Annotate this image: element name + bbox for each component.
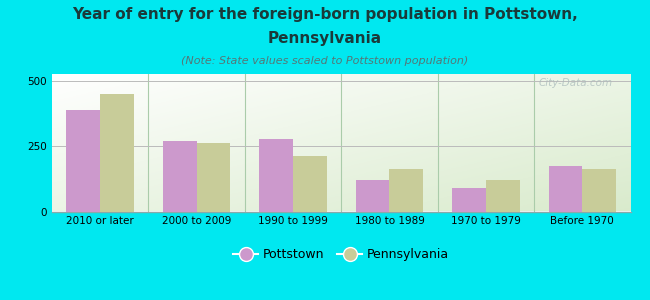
Bar: [389, 169, 423, 212]
Bar: [293, 155, 327, 212]
Text: City-Data.com: City-Data.com: [539, 78, 613, 88]
Text: Year of entry for the foreign-born population in Pottstown,: Year of entry for the foreign-born popul…: [72, 8, 578, 22]
Bar: [259, 139, 293, 211]
Text: Pennsylvania: Pennsylvania: [268, 32, 382, 46]
Bar: [356, 180, 389, 211]
Legend: Pottstown, Pennsylvania: Pottstown, Pennsylvania: [228, 243, 454, 266]
Bar: [582, 169, 616, 212]
Bar: [196, 142, 230, 212]
Bar: [486, 180, 519, 211]
Bar: [452, 188, 486, 211]
Bar: [163, 141, 196, 211]
Bar: [66, 110, 100, 212]
Text: (Note: State values scaled to Pottstown population): (Note: State values scaled to Pottstown …: [181, 56, 469, 65]
Bar: [549, 166, 582, 211]
Bar: [100, 94, 134, 212]
